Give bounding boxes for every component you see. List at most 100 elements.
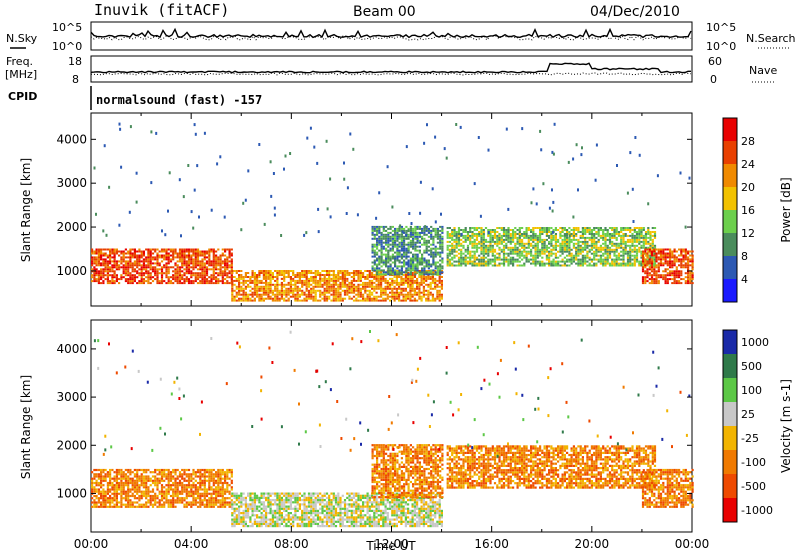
data-cell — [230, 266, 233, 269]
data-cell — [104, 479, 107, 482]
data-cell — [298, 277, 301, 280]
data-cell — [530, 248, 533, 251]
data-cell — [249, 277, 252, 280]
data-cell — [416, 299, 419, 302]
data-cell — [154, 262, 157, 265]
data-cell — [622, 242, 625, 245]
data-cell — [551, 209, 554, 213]
nsky-tick-top: 10^5 — [52, 21, 82, 34]
data-cell — [124, 252, 127, 255]
data-cell — [325, 270, 329, 272]
data-cell — [201, 258, 204, 261]
data-cell — [332, 289, 335, 292]
data-cell — [638, 233, 641, 235]
data-cell — [138, 486, 141, 489]
data-cell — [548, 262, 551, 265]
data-cell — [287, 299, 290, 302]
data-cell — [106, 501, 109, 504]
data-cell — [581, 236, 584, 239]
data-cell — [145, 272, 148, 275]
data-cell — [453, 264, 456, 267]
data-cell — [389, 249, 392, 252]
data-cell — [427, 263, 430, 266]
data-cell — [147, 479, 150, 482]
data-cell — [136, 490, 139, 493]
data-cell — [289, 295, 292, 298]
data-cell — [210, 268, 213, 271]
data-cell — [127, 262, 130, 265]
data-cell — [301, 279, 304, 282]
data-cell — [671, 282, 674, 285]
data-cell — [330, 274, 333, 276]
data-cell — [292, 270, 295, 272]
data-cell — [267, 295, 270, 298]
data-cell — [135, 200, 138, 204]
data-cell — [441, 251, 444, 254]
data-cell — [493, 229, 497, 231]
data-cell — [373, 243, 376, 246]
data-cell — [129, 250, 132, 253]
data-cell — [584, 260, 587, 263]
data-cell — [687, 258, 690, 261]
data-cell — [244, 281, 247, 284]
data-cell — [664, 260, 667, 263]
data-cell — [400, 227, 403, 230]
data-cell — [554, 227, 557, 229]
data-cell — [314, 291, 317, 294]
data-cell — [215, 266, 218, 269]
data-cell — [530, 250, 533, 253]
data-cell — [145, 486, 148, 489]
data-cell — [346, 283, 349, 286]
data-cell — [581, 262, 584, 265]
data-cell — [115, 503, 118, 506]
data-cell — [387, 261, 390, 264]
data-cell — [620, 234, 623, 237]
data-cell — [325, 285, 329, 288]
data-cell — [260, 281, 263, 284]
data-cell — [260, 299, 263, 302]
data-cell — [588, 256, 591, 259]
data-cell — [489, 238, 492, 241]
data-cell — [226, 266, 229, 269]
data-cell — [489, 236, 492, 239]
data-cell — [536, 242, 539, 245]
data-cell — [500, 240, 503, 243]
data-cell — [174, 492, 177, 495]
data-cell — [187, 250, 191, 253]
data-cell — [274, 299, 277, 302]
data-cell — [120, 477, 123, 480]
nsky-series — [90, 27, 692, 39]
data-cell — [160, 477, 164, 480]
data-cell — [102, 262, 105, 265]
data-cell — [543, 242, 546, 245]
data-cell — [545, 262, 548, 265]
data-cell — [687, 260, 690, 263]
data-cell — [480, 258, 483, 261]
data-cell — [196, 260, 200, 263]
data-cell — [579, 246, 582, 249]
data-cell — [242, 289, 245, 292]
data-cell — [240, 276, 243, 278]
data-cell — [644, 234, 648, 237]
data-cell — [644, 236, 648, 239]
data-cell — [606, 233, 609, 235]
data-cell — [635, 258, 639, 261]
data-cell — [187, 278, 191, 281]
data-cell — [404, 277, 407, 280]
data-cell — [356, 213, 359, 217]
data-cell — [289, 270, 292, 272]
data-cell — [548, 252, 551, 255]
data-cell — [469, 227, 472, 229]
data-cell — [325, 297, 329, 300]
data-cell — [223, 215, 226, 219]
data-cell — [158, 471, 161, 474]
data-cell — [276, 289, 279, 292]
data-cell — [106, 280, 109, 283]
nave-series — [90, 72, 692, 76]
data-cell — [260, 297, 263, 300]
data-cell — [106, 274, 109, 277]
data-cell — [376, 229, 379, 232]
data-cell — [357, 293, 360, 296]
data-cell — [611, 262, 614, 265]
data-cell — [267, 287, 270, 290]
